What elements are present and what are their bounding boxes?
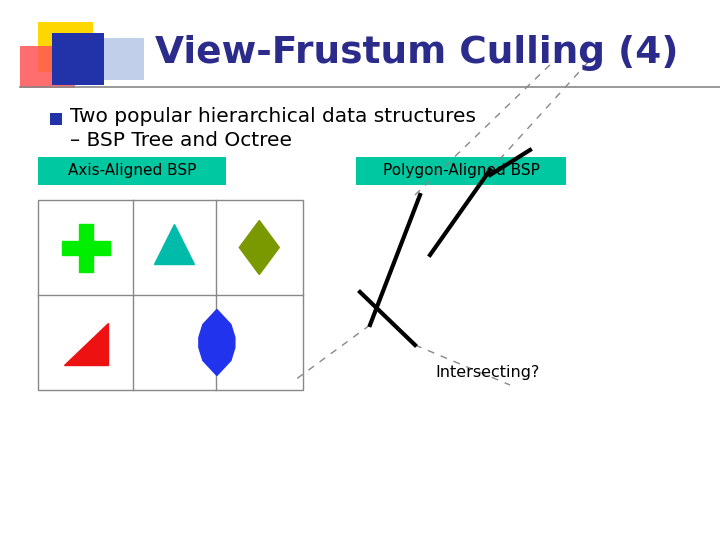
Polygon shape: [155, 225, 194, 265]
FancyBboxPatch shape: [38, 200, 303, 390]
Text: – BSP Tree and Octree: – BSP Tree and Octree: [70, 131, 292, 150]
Text: Polygon-Aligned BSP: Polygon-Aligned BSP: [382, 164, 539, 179]
Text: Axis-Aligned BSP: Axis-Aligned BSP: [68, 164, 196, 179]
Polygon shape: [63, 322, 108, 365]
FancyBboxPatch shape: [38, 22, 93, 72]
FancyBboxPatch shape: [38, 157, 226, 185]
Text: Two popular hierarchical data structures: Two popular hierarchical data structures: [70, 106, 476, 125]
FancyBboxPatch shape: [52, 33, 104, 85]
FancyBboxPatch shape: [356, 157, 566, 185]
FancyBboxPatch shape: [20, 46, 75, 88]
Polygon shape: [239, 220, 279, 274]
Polygon shape: [62, 224, 109, 272]
Text: Intersecting?: Intersecting?: [435, 364, 539, 380]
FancyBboxPatch shape: [50, 113, 62, 125]
FancyBboxPatch shape: [104, 38, 144, 80]
Polygon shape: [199, 309, 235, 375]
Text: View-Frustum Culling (4): View-Frustum Culling (4): [155, 35, 678, 71]
